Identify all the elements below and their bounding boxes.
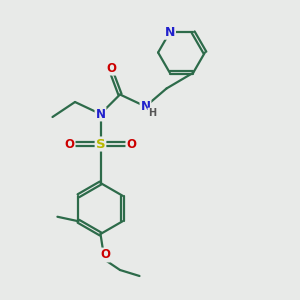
Text: O: O bbox=[64, 137, 75, 151]
Text: O: O bbox=[106, 61, 116, 75]
Text: N: N bbox=[140, 100, 151, 113]
Text: O: O bbox=[126, 137, 136, 151]
Text: H: H bbox=[148, 108, 156, 118]
Text: O: O bbox=[100, 248, 110, 262]
Text: N: N bbox=[165, 26, 175, 39]
Text: S: S bbox=[96, 137, 105, 151]
Text: N: N bbox=[95, 107, 106, 121]
